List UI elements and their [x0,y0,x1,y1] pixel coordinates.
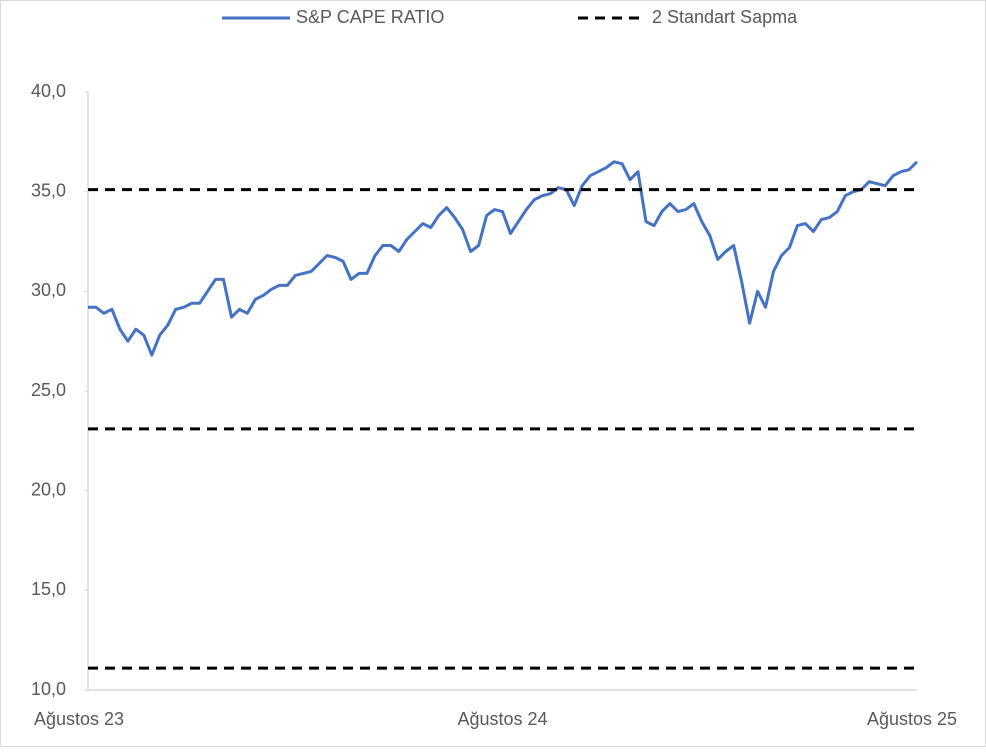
data-line [88,160,919,357]
y-tick-label: 40,0 [31,81,66,101]
y-tick-label: 30,0 [31,280,66,300]
x-tick-label: Ağustos 25 [867,709,957,729]
y-tick-label: 35,0 [31,180,66,200]
y-tick-label: 25,0 [31,380,66,400]
y-tick-label: 20,0 [31,479,66,499]
legend-label: 2 Standart Sapma [652,7,798,27]
x-tick-label: Ağustos 23 [34,709,124,729]
x-tick-label: Ağustos 24 [457,709,547,729]
y-tick-label: 15,0 [31,579,66,599]
legend-label: S&P CAPE RATIO [296,7,444,27]
y-tick-label: 10,0 [31,679,66,699]
